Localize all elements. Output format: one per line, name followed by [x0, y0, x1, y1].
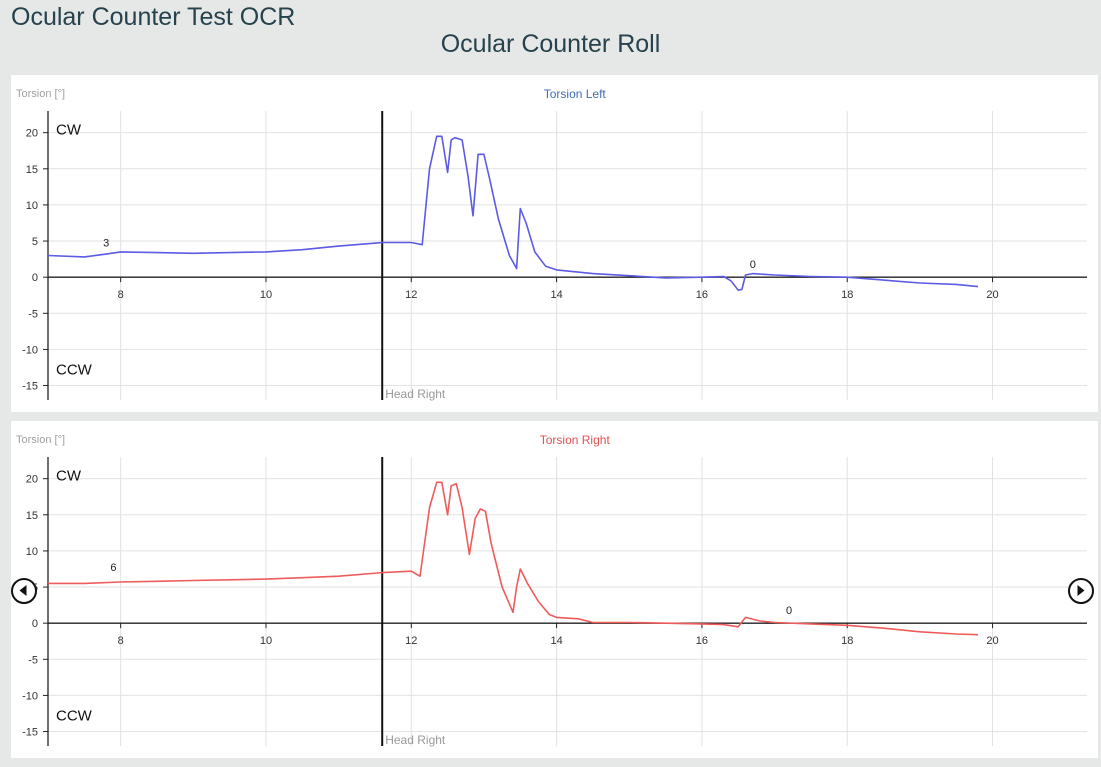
y-axis-label: Torsion [°] — [16, 434, 65, 446]
prev-button[interactable] — [11, 578, 37, 604]
y-tick-label: 5 — [32, 236, 38, 248]
y-tick-label: -15 — [22, 381, 38, 393]
app-title: Ocular Counter Test OCR — [11, 3, 296, 31]
y-tick-label: -15 — [22, 727, 38, 739]
torsion-left-chart: Torsion [°] Torsion Left -15 -10 -5 0 5 10 15 20 8… — [16, 87, 1087, 401]
y-tick-label: -10 — [22, 690, 38, 702]
value-annotation: 0 — [750, 259, 756, 271]
left-chart-title: Torsion Left — [544, 87, 607, 101]
y-tick-label: 15 — [26, 510, 38, 522]
x-tick-label: 10 — [260, 635, 272, 647]
cw-label: CW — [56, 468, 82, 485]
y-tick-label: 0 — [32, 618, 38, 630]
torsion-left-panel: Torsion [°] Torsion Left -15 -10 -5 0 5 10 15 20 8… — [11, 75, 1098, 412]
x-tick-label: 12 — [405, 289, 417, 301]
y-tick-label: 10 — [26, 546, 38, 558]
ccw-label: CCW — [56, 708, 93, 725]
x-tick-label: 20 — [986, 635, 998, 647]
y-tick-label: 20 — [26, 474, 38, 486]
x-tick-label: 16 — [696, 635, 708, 647]
head-right-label: Head Right — [385, 733, 446, 747]
x-tick-label: 14 — [550, 289, 562, 301]
y-tick-label: -5 — [28, 308, 38, 320]
x-tick-label: 10 — [260, 289, 272, 301]
y-axis-label: Torsion [°] — [16, 88, 65, 100]
y-tick-label: 10 — [26, 200, 38, 212]
y-tick-label: 15 — [26, 164, 38, 176]
x-tick-label: 12 — [405, 635, 417, 647]
ccw-label: CCW — [56, 362, 93, 379]
chevron-left-icon — [19, 585, 27, 596]
value-annotation: 0 — [786, 605, 792, 617]
right-series-line — [48, 481, 979, 636]
x-tick-label: 18 — [841, 289, 853, 301]
x-tick-label: 8 — [118, 635, 124, 647]
x-tick-label: 14 — [550, 635, 562, 647]
torsion-right-chart: Torsion [°]Torsion Right-15-10-505101520… — [16, 433, 1087, 747]
next-button[interactable] — [1068, 578, 1094, 604]
y-tick-label: 0 — [32, 272, 38, 284]
y-tick-label: -10 — [22, 344, 38, 356]
x-tick-label: 8 — [118, 289, 124, 301]
right-chart-title: Torsion Right — [540, 433, 611, 447]
head-right-label: Head Right — [385, 387, 446, 401]
x-tick-label: 20 — [986, 289, 998, 301]
chevron-right-icon — [1077, 585, 1085, 596]
chart-title: Ocular Counter Roll — [440, 30, 661, 58]
value-annotation: 6 — [110, 562, 116, 574]
x-tick-label: 16 — [696, 289, 708, 301]
y-tick-label: 20 — [26, 128, 38, 140]
x-tick-label: 18 — [841, 635, 853, 647]
value-annotation: 3 — [103, 238, 109, 250]
cw-label: CW — [56, 122, 82, 139]
left-series-line — [47, 135, 979, 291]
y-tick-label: -5 — [28, 654, 38, 666]
torsion-right-panel: Torsion [°]Torsion Right-15-10-505101520… — [11, 421, 1098, 758]
